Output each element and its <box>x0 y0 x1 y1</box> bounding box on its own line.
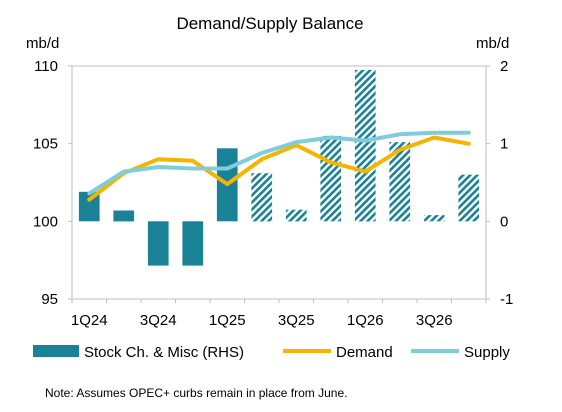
x-tick-label: 3Q25 <box>278 312 315 329</box>
legend: Stock Ch. & Misc (RHS) Demand Supply <box>33 344 510 361</box>
right-tick-label: -1 <box>500 291 513 308</box>
x-tick-label: 3Q24 <box>140 312 177 329</box>
bar-stock-2Q26 <box>389 142 411 222</box>
left-tick-label: 110 <box>34 58 58 75</box>
right-tick-label: 1 <box>500 136 508 153</box>
bar-stock-3Q26 <box>423 215 445 222</box>
bar-stock-4Q26 <box>458 174 480 222</box>
left-tick-label: 100 <box>33 213 58 230</box>
left-tick-label: 105 <box>33 136 58 153</box>
bar-stock-2Q25 <box>251 173 273 222</box>
bar-stock-2Q24 <box>113 210 135 222</box>
line-supply <box>87 130 471 196</box>
bar-series <box>78 69 480 266</box>
right-tick-label: 0 <box>500 213 508 230</box>
legend-label-demand: Demand <box>336 344 393 361</box>
bar-stock-3Q24 <box>147 221 169 266</box>
x-tick-label: 1Q24 <box>71 312 108 329</box>
right-tick-label: 2 <box>500 58 508 75</box>
tick-labels: 110 105 100 95 2 1 0 -1 1Q24 3Q24 1Q25 3Q25 1Q26 3Q26 <box>33 58 513 329</box>
bar-stock-4Q24 <box>182 221 204 266</box>
chart-title: Demand/Supply Balance <box>176 14 363 33</box>
bar-stock-1Q26 <box>354 69 376 222</box>
line-series <box>87 130 471 202</box>
x-tick-label: 1Q26 <box>347 312 384 329</box>
bar-stock-3Q25 <box>285 209 307 222</box>
axes <box>68 65 490 303</box>
legend-swatch-stock <box>33 345 79 357</box>
right-axis-unit: mb/d <box>476 35 509 52</box>
legend-label-supply: Supply <box>464 344 510 361</box>
left-tick-label: 95 <box>41 291 58 308</box>
legend-label-stock: Stock Ch. & Misc (RHS) <box>84 344 244 361</box>
footnote: Note: Assumes OPEC+ curbs remain in plac… <box>45 386 347 400</box>
x-tick-label: 3Q26 <box>416 312 453 329</box>
line-demand <box>87 135 471 202</box>
bar-stock-4Q25 <box>320 135 342 222</box>
x-tick-label: 1Q25 <box>209 312 246 329</box>
left-axis-unit: mb/d <box>26 35 59 52</box>
bar-stock-1Q24 <box>78 191 100 222</box>
